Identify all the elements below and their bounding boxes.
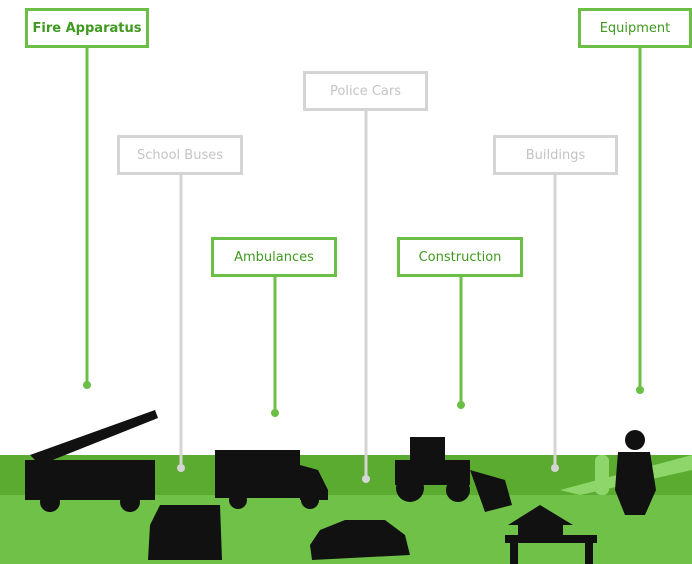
building: [518, 525, 563, 540]
node: Ambulances: [211, 237, 337, 277]
wheel: [301, 491, 319, 509]
dot: [551, 464, 559, 472]
dot: [83, 381, 91, 389]
ambulance: [215, 450, 300, 498]
bus: [148, 505, 222, 560]
pillar: [510, 543, 518, 564]
dot: [177, 464, 185, 472]
wheel: [120, 492, 140, 512]
dot: [362, 475, 370, 483]
connectors: [87, 47, 640, 479]
pillar: [585, 543, 593, 564]
dot: [457, 401, 465, 409]
node: Police Cars: [303, 71, 428, 111]
helmet: [625, 430, 645, 450]
page: Fire Apparatus School Buses Police Cars …: [0, 0, 692, 564]
dot: [271, 409, 279, 417]
node: Construction: [397, 237, 523, 277]
node: Buildings: [493, 135, 618, 175]
wheel: [396, 474, 424, 502]
dot: [636, 386, 644, 394]
wheel: [446, 478, 470, 502]
node: Equipment: [578, 8, 692, 48]
node: Fire Apparatus: [25, 8, 149, 48]
wheel: [229, 491, 247, 509]
node: School Buses: [117, 135, 243, 175]
tank: [595, 455, 609, 495]
wheel: [40, 492, 60, 512]
